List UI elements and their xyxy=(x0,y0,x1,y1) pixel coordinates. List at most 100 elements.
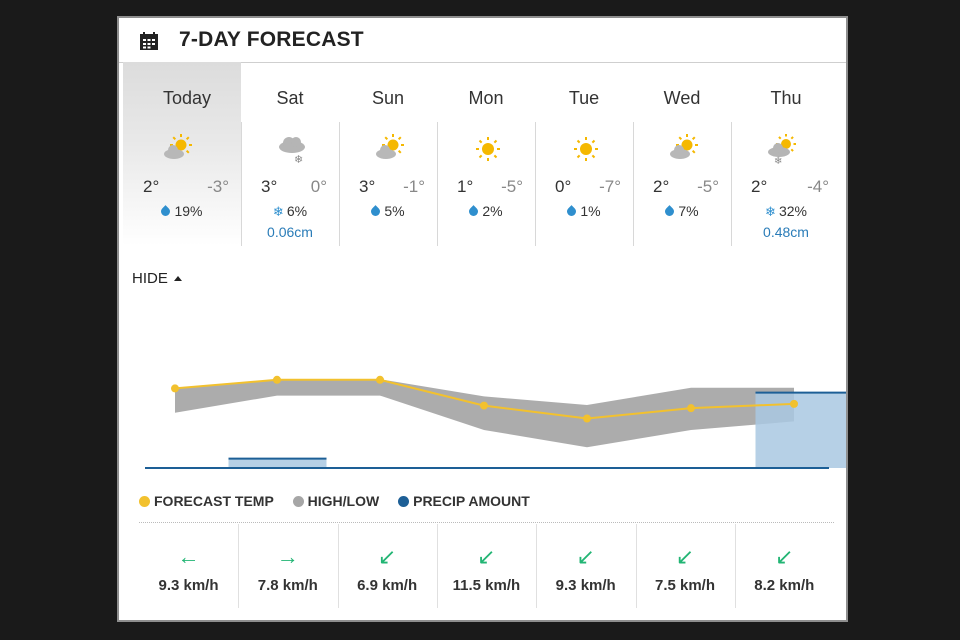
forecast-temp-point xyxy=(790,399,798,408)
pop-value: 19% xyxy=(174,203,203,219)
pop-value: 1% xyxy=(580,203,601,219)
wind-cell: ↙ 11.5 km/h xyxy=(437,524,536,608)
precip-probability: 1% xyxy=(535,203,633,219)
raindrop-icon xyxy=(369,205,383,218)
pop-value: 6% xyxy=(286,203,308,219)
precip-bar xyxy=(228,458,327,468)
wind-cell: ↙ 6.9 km/h xyxy=(338,524,437,608)
day-separator xyxy=(437,122,438,246)
wind-cell: → 7.8 km/h xyxy=(238,524,337,608)
arrow-left-icon: ← xyxy=(177,544,200,569)
temperature-chart xyxy=(145,375,846,469)
day-card-wed[interactable]: Wed 2° -5° 7% xyxy=(633,62,731,246)
title-bar: 7-DAY FORECAST xyxy=(119,18,846,63)
sun-icon xyxy=(574,137,598,161)
wind-cell: ↙ 7.5 km/h xyxy=(636,524,735,608)
page-title: 7-DAY FORECAST xyxy=(179,28,364,51)
high-temp: 3° xyxy=(261,177,278,196)
high-temp: 2° xyxy=(143,177,160,196)
wind-speed: 11.5 km/h xyxy=(452,577,521,594)
low-temp: -5° xyxy=(697,177,719,196)
legend-label: HIGH/LOW xyxy=(307,493,380,509)
day-card-sat[interactable]: Sat ❄ 3° 0° ❄ 6% 0.06cm xyxy=(241,62,339,246)
sun-snow-cloud-icon: ❄ xyxy=(768,134,796,166)
high-temp: 2° xyxy=(751,177,768,196)
high-temp: 0° xyxy=(555,177,572,196)
legend-label: FORECAST TEMP xyxy=(154,493,274,509)
precip-probability: 5% xyxy=(339,203,437,219)
hide-label: HIDE xyxy=(132,270,168,287)
wind-separator xyxy=(635,524,637,608)
snowflake-icon: ❄ xyxy=(765,204,776,219)
forecast-temp-point xyxy=(273,375,281,384)
wind-separator xyxy=(337,524,339,608)
raindrop-icon xyxy=(565,205,579,218)
arrow-down-left-icon: ↙ xyxy=(477,544,496,569)
day-card-sun[interactable]: Sun 3° -1° 5% xyxy=(339,62,437,246)
arrow-down-left-icon: ↙ xyxy=(775,544,794,569)
high-low-band xyxy=(175,379,794,448)
pop-value: 2% xyxy=(482,203,503,219)
low-temp: 0° xyxy=(310,177,327,196)
precip-amount: 0.48cm xyxy=(763,224,809,240)
wind-cell: ↙ 9.3 km/h xyxy=(536,524,635,608)
day-separator xyxy=(339,122,340,246)
raindrop-icon xyxy=(159,205,173,218)
wind-separator xyxy=(734,524,736,608)
day-card-tue[interactable]: Tue 0° -7° 1% xyxy=(535,62,633,246)
pop-value: 7% xyxy=(678,203,699,219)
pop-value: 32% xyxy=(778,203,807,219)
divider xyxy=(139,522,834,523)
wind-speed: 7.5 km/h xyxy=(654,577,716,594)
wind-speed: 6.9 km/h xyxy=(357,577,418,594)
svg-text:❄: ❄ xyxy=(294,153,303,166)
day-card-today[interactable]: Today 2° -3° 19% xyxy=(123,62,241,246)
high-temp: 2° xyxy=(653,177,670,196)
forecast-temp-point xyxy=(171,384,179,393)
wind-speed: 9.3 km/h xyxy=(158,577,219,594)
forecast-panel: 7-DAY FORECAST Today 2° -3° 19% Sat ❄ 3° 0° ❄ 6% 0… xyxy=(117,16,848,622)
legend-high-low: HIGH/LOW xyxy=(292,493,380,509)
wind-speed: 7.8 km/h xyxy=(257,577,318,594)
low-temp: -4° xyxy=(807,177,829,196)
precip-probability: ❄ 6% xyxy=(241,203,339,220)
wind-separator xyxy=(436,524,438,608)
high-temp: 3° xyxy=(359,177,376,196)
arrow-down-left-icon: ↙ xyxy=(377,544,397,569)
wind-separator xyxy=(238,524,240,608)
legend-forecast-temp: FORECAST TEMP xyxy=(139,493,274,509)
svg-text:❄: ❄ xyxy=(774,156,782,166)
chart-legend: FORECAST TEMP HIGH/LOW PRECIP AMOUNT xyxy=(139,493,545,509)
day-name: Today xyxy=(162,88,212,108)
high-temp: 1° xyxy=(457,177,474,196)
arrow-down-left-icon: ↙ xyxy=(576,544,595,569)
precip-probability: 2% xyxy=(437,203,535,219)
sun-cloud-icon xyxy=(670,134,698,159)
legend-dot-icon xyxy=(398,496,410,507)
day-card-thu[interactable]: Thu ❄ 2° -4° ❄ 32% 0.48cm xyxy=(731,62,841,246)
pop-value: 5% xyxy=(384,203,405,219)
precip-probability: 7% xyxy=(633,203,731,219)
low-temp: -3° xyxy=(207,177,229,196)
wind-cell: ← 9.3 km/h xyxy=(139,524,238,608)
wind-cell: ↙ 8.2 km/h xyxy=(735,524,834,608)
wind-separator xyxy=(536,524,538,608)
forecast-temp-point xyxy=(687,404,695,413)
day-separator xyxy=(731,122,732,246)
day-card-mon[interactable]: Mon 1° -5° 2% xyxy=(437,62,535,246)
day-name: Wed xyxy=(663,88,701,108)
precip-probability: 19% xyxy=(123,203,241,219)
wind-row: ← 9.3 km/h → 7.8 km/h ↙ 6.9 km/h ↙ 11.5 km/h ↙ 9.… xyxy=(139,524,834,608)
legend-dot-icon xyxy=(292,496,304,507)
forecast-temp-point xyxy=(480,401,488,410)
wind-speed: 8.2 km/h xyxy=(754,577,815,594)
sun-cloud-icon xyxy=(376,134,404,159)
snow-cloud-icon: ❄ xyxy=(279,137,305,166)
arrow-down-left-icon: ↙ xyxy=(675,544,695,569)
precip-amount: 0.06cm xyxy=(267,224,313,240)
day-name: Thu xyxy=(770,88,802,108)
low-temp: -7° xyxy=(599,177,621,196)
hide-chart-toggle[interactable]: HIDE xyxy=(132,270,182,287)
sun-cloud-icon xyxy=(164,134,192,159)
caret-up-icon xyxy=(173,276,182,281)
